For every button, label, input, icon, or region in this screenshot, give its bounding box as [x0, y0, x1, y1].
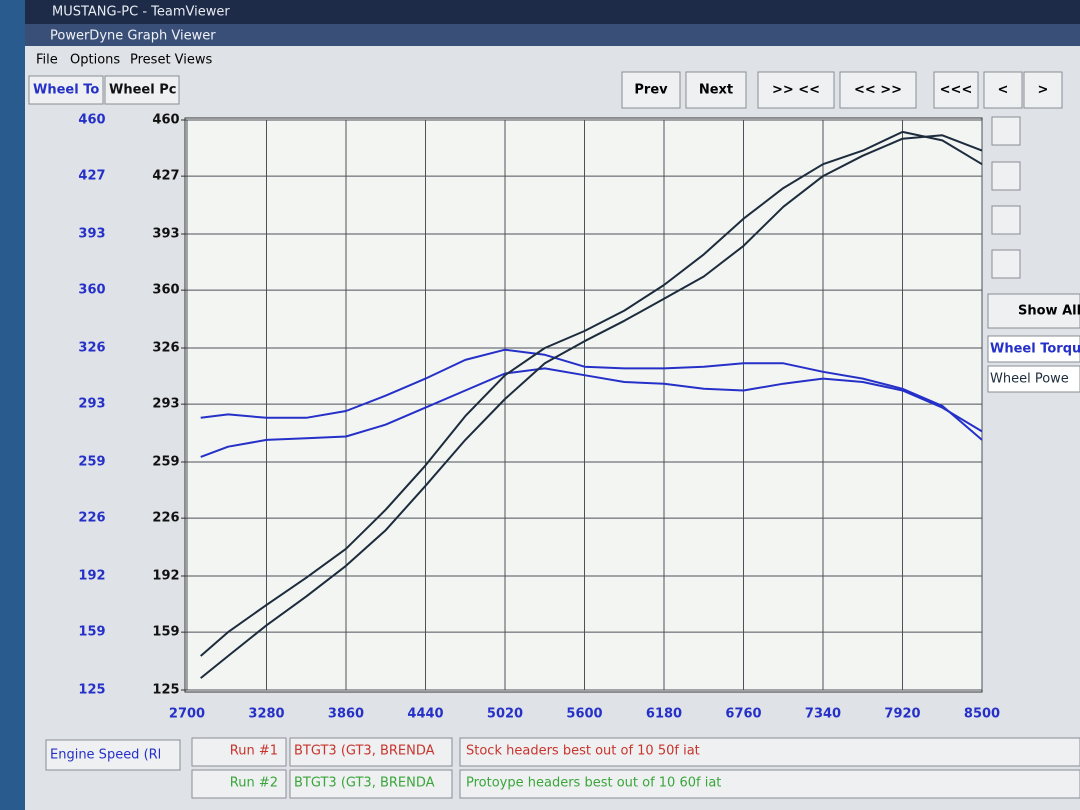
zoom-button[interactable] — [991, 116, 1021, 146]
run-cell — [459, 769, 1080, 799]
zoom-button[interactable] — [991, 161, 1021, 191]
menu-item[interactable]: File — [36, 53, 58, 68]
tab[interactable] — [28, 75, 104, 105]
run-car: BTGT3 (GT3, BRENDA — [294, 776, 435, 791]
toolbar-button-label[interactable]: Next — [699, 83, 733, 98]
y2-tick-label: 192 — [152, 569, 179, 584]
app-bar — [0, 24, 1080, 46]
run-label: Run #1 — [230, 744, 278, 759]
y2-tick-label: 460 — [152, 113, 179, 128]
y-tick-label: 192 — [78, 569, 105, 584]
y2-tick-label: 393 — [152, 227, 179, 242]
window-title: MUSTANG-PC - TeamViewer — [52, 5, 230, 20]
run-cell — [459, 737, 1080, 767]
y2-tick-label: 293 — [152, 397, 179, 412]
plot: 125 159 192 226 259 293 326 360 393 427 460 125 159 1… — [78, 113, 1000, 722]
x-axis-label: Engine Speed (Rl — [50, 748, 161, 763]
toolbar-button[interactable] — [1023, 71, 1063, 109]
side-item-label[interactable]: Wheel Powe — [990, 372, 1069, 387]
show-all-button[interactable] — [987, 293, 1080, 329]
y-tick-label: 460 — [78, 113, 105, 128]
toolbar-button-label[interactable]: >> << — [772, 83, 820, 98]
toolbar-button[interactable] — [757, 71, 835, 109]
run-label: Run #2 — [230, 776, 278, 791]
y2-tick-label: 326 — [152, 341, 179, 356]
menu-item[interactable]: Preset Views — [130, 53, 213, 68]
y2-tick-label: 159 — [152, 625, 179, 640]
x-tick-label: 3280 — [248, 707, 284, 722]
side-item[interactable] — [987, 335, 1080, 363]
tab[interactable] — [104, 75, 180, 105]
app-title: PowerDyne Graph Viewer — [50, 29, 216, 44]
toolbar-button-label[interactable]: < — [998, 83, 1009, 98]
title-bar — [0, 0, 1080, 24]
plot-area — [184, 117, 983, 693]
y-tick-label: 125 — [78, 683, 105, 698]
x-tick-label: 7920 — [884, 707, 920, 722]
y2-tick-label: 226 — [152, 511, 179, 526]
x-tick-label: 5600 — [566, 707, 602, 722]
x-tick-label: 8500 — [964, 707, 1000, 722]
tab-label[interactable]: Wheel Pc — [109, 83, 176, 98]
side-item-label[interactable]: Wheel Torqu — [990, 342, 1080, 357]
toolbar-button[interactable] — [933, 71, 979, 109]
x-tick-label: 6760 — [725, 707, 761, 722]
x-tick-label: 2700 — [169, 707, 205, 722]
y-tick-label: 427 — [78, 169, 105, 184]
zoom-button[interactable] — [991, 205, 1021, 235]
menu-item[interactable]: Options — [70, 53, 120, 68]
y-tick-label: 393 — [78, 227, 105, 242]
series-line — [200, 348, 983, 441]
y-tick-label: 226 — [78, 511, 105, 526]
toolbar-button-label[interactable]: > — [1038, 83, 1049, 98]
run-cell — [289, 737, 453, 767]
toolbar-button-label[interactable]: <<< — [940, 83, 973, 98]
run-note: Protoype headers best out of 10 60f iat — [466, 776, 721, 791]
y-tick-label: 293 — [78, 397, 105, 412]
y2-tick-label: 259 — [152, 455, 179, 470]
x-tick-label: 6180 — [646, 707, 682, 722]
toolbar: Prev Next >> << << >> <<< < > — [621, 71, 1063, 109]
x-axis-box — [45, 739, 181, 771]
desktop-strip — [0, 0, 25, 810]
x-tick-label: 4440 — [407, 707, 443, 722]
y2-tick-label: 125 — [152, 683, 179, 698]
tab-label[interactable]: Wheel To — [33, 83, 99, 98]
y2-tick-label: 360 — [152, 283, 179, 298]
x-tick-label: 7340 — [805, 707, 841, 722]
toolbar-button-label[interactable]: << >> — [854, 83, 902, 98]
y-tick-label: 159 — [78, 625, 105, 640]
series-line — [200, 367, 983, 458]
y-tick-label: 326 — [78, 341, 105, 356]
toolbar-button[interactable] — [839, 71, 917, 109]
series-line — [200, 134, 983, 679]
run-cell — [191, 769, 287, 799]
y-tick-label: 360 — [78, 283, 105, 298]
run-car: BTGT3 (GT3, BRENDA — [294, 744, 435, 759]
show-all-label[interactable]: Show All — [1018, 304, 1080, 319]
run-note: Stock headers best out of 10 50f iat — [466, 744, 700, 759]
run-cell — [191, 737, 287, 767]
x-tick-label: 5020 — [487, 707, 523, 722]
toolbar-button[interactable] — [983, 71, 1023, 109]
run-cell — [289, 769, 453, 799]
y-tick-label: 259 — [78, 455, 105, 470]
toolbar-button-label[interactable]: Prev — [634, 83, 668, 98]
toolbar-button[interactable] — [685, 71, 747, 109]
run-table: Run #1 BTGT3 (GT3, BRENDA Stock headers be… — [191, 737, 1080, 799]
y2-tick-label: 427 — [152, 169, 179, 184]
toolbar-button[interactable] — [621, 71, 681, 109]
x-tick-label: 3860 — [328, 707, 364, 722]
side-item[interactable] — [987, 365, 1080, 393]
series-line — [200, 130, 983, 657]
zoom-button[interactable] — [991, 249, 1021, 279]
